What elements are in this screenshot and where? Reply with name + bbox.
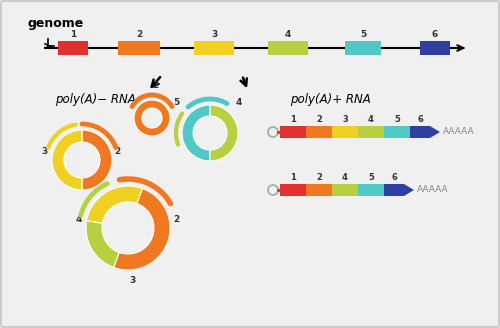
FancyBboxPatch shape [306,184,332,196]
Text: 6: 6 [417,115,423,124]
FancyBboxPatch shape [420,41,450,55]
Text: 5: 5 [174,98,180,107]
Text: 4: 4 [236,98,242,107]
FancyBboxPatch shape [58,41,88,55]
FancyBboxPatch shape [358,126,384,138]
FancyBboxPatch shape [358,184,384,196]
Wedge shape [182,105,210,161]
Text: 3: 3 [211,30,217,39]
Wedge shape [114,189,170,270]
Text: 4: 4 [368,115,374,124]
Text: AAAAA: AAAAA [417,186,448,195]
Text: 1: 1 [290,115,296,124]
Text: 4: 4 [342,173,348,182]
Text: 5: 5 [368,173,374,182]
Text: 3: 3 [130,276,136,285]
Text: poly(A)+ RNA: poly(A)+ RNA [290,93,371,107]
Wedge shape [52,130,82,190]
Wedge shape [82,130,112,190]
FancyBboxPatch shape [280,184,306,196]
Text: 4: 4 [76,215,82,224]
Wedge shape [86,186,142,223]
FancyBboxPatch shape [118,41,160,55]
Polygon shape [430,126,440,138]
Text: 4: 4 [285,30,291,39]
FancyBboxPatch shape [345,41,381,55]
Text: 6: 6 [391,173,397,182]
FancyBboxPatch shape [306,126,332,138]
FancyBboxPatch shape [280,126,306,138]
FancyBboxPatch shape [384,184,404,196]
Text: 2: 2 [152,81,158,90]
Wedge shape [86,221,119,267]
Text: 1: 1 [290,173,296,182]
Text: 2: 2 [136,30,142,39]
FancyBboxPatch shape [332,184,358,196]
Text: 2: 2 [114,148,120,156]
FancyBboxPatch shape [332,126,358,138]
Text: 1: 1 [70,30,76,39]
FancyBboxPatch shape [410,126,430,138]
Text: genome: genome [28,17,84,31]
Text: 6: 6 [432,30,438,39]
Wedge shape [210,105,238,161]
Text: 5: 5 [360,30,366,39]
FancyBboxPatch shape [268,41,308,55]
FancyBboxPatch shape [384,126,410,138]
Text: 2: 2 [173,215,179,224]
Text: 2: 2 [316,173,322,182]
Text: 3: 3 [42,148,48,156]
Text: 2: 2 [316,115,322,124]
Text: poly(A)− RNA: poly(A)− RNA [55,93,136,107]
Polygon shape [404,184,414,196]
Text: 3: 3 [342,115,348,124]
Text: 5: 5 [394,115,400,124]
FancyBboxPatch shape [194,41,234,55]
Text: AAAAA: AAAAA [443,128,474,136]
Wedge shape [134,100,170,136]
